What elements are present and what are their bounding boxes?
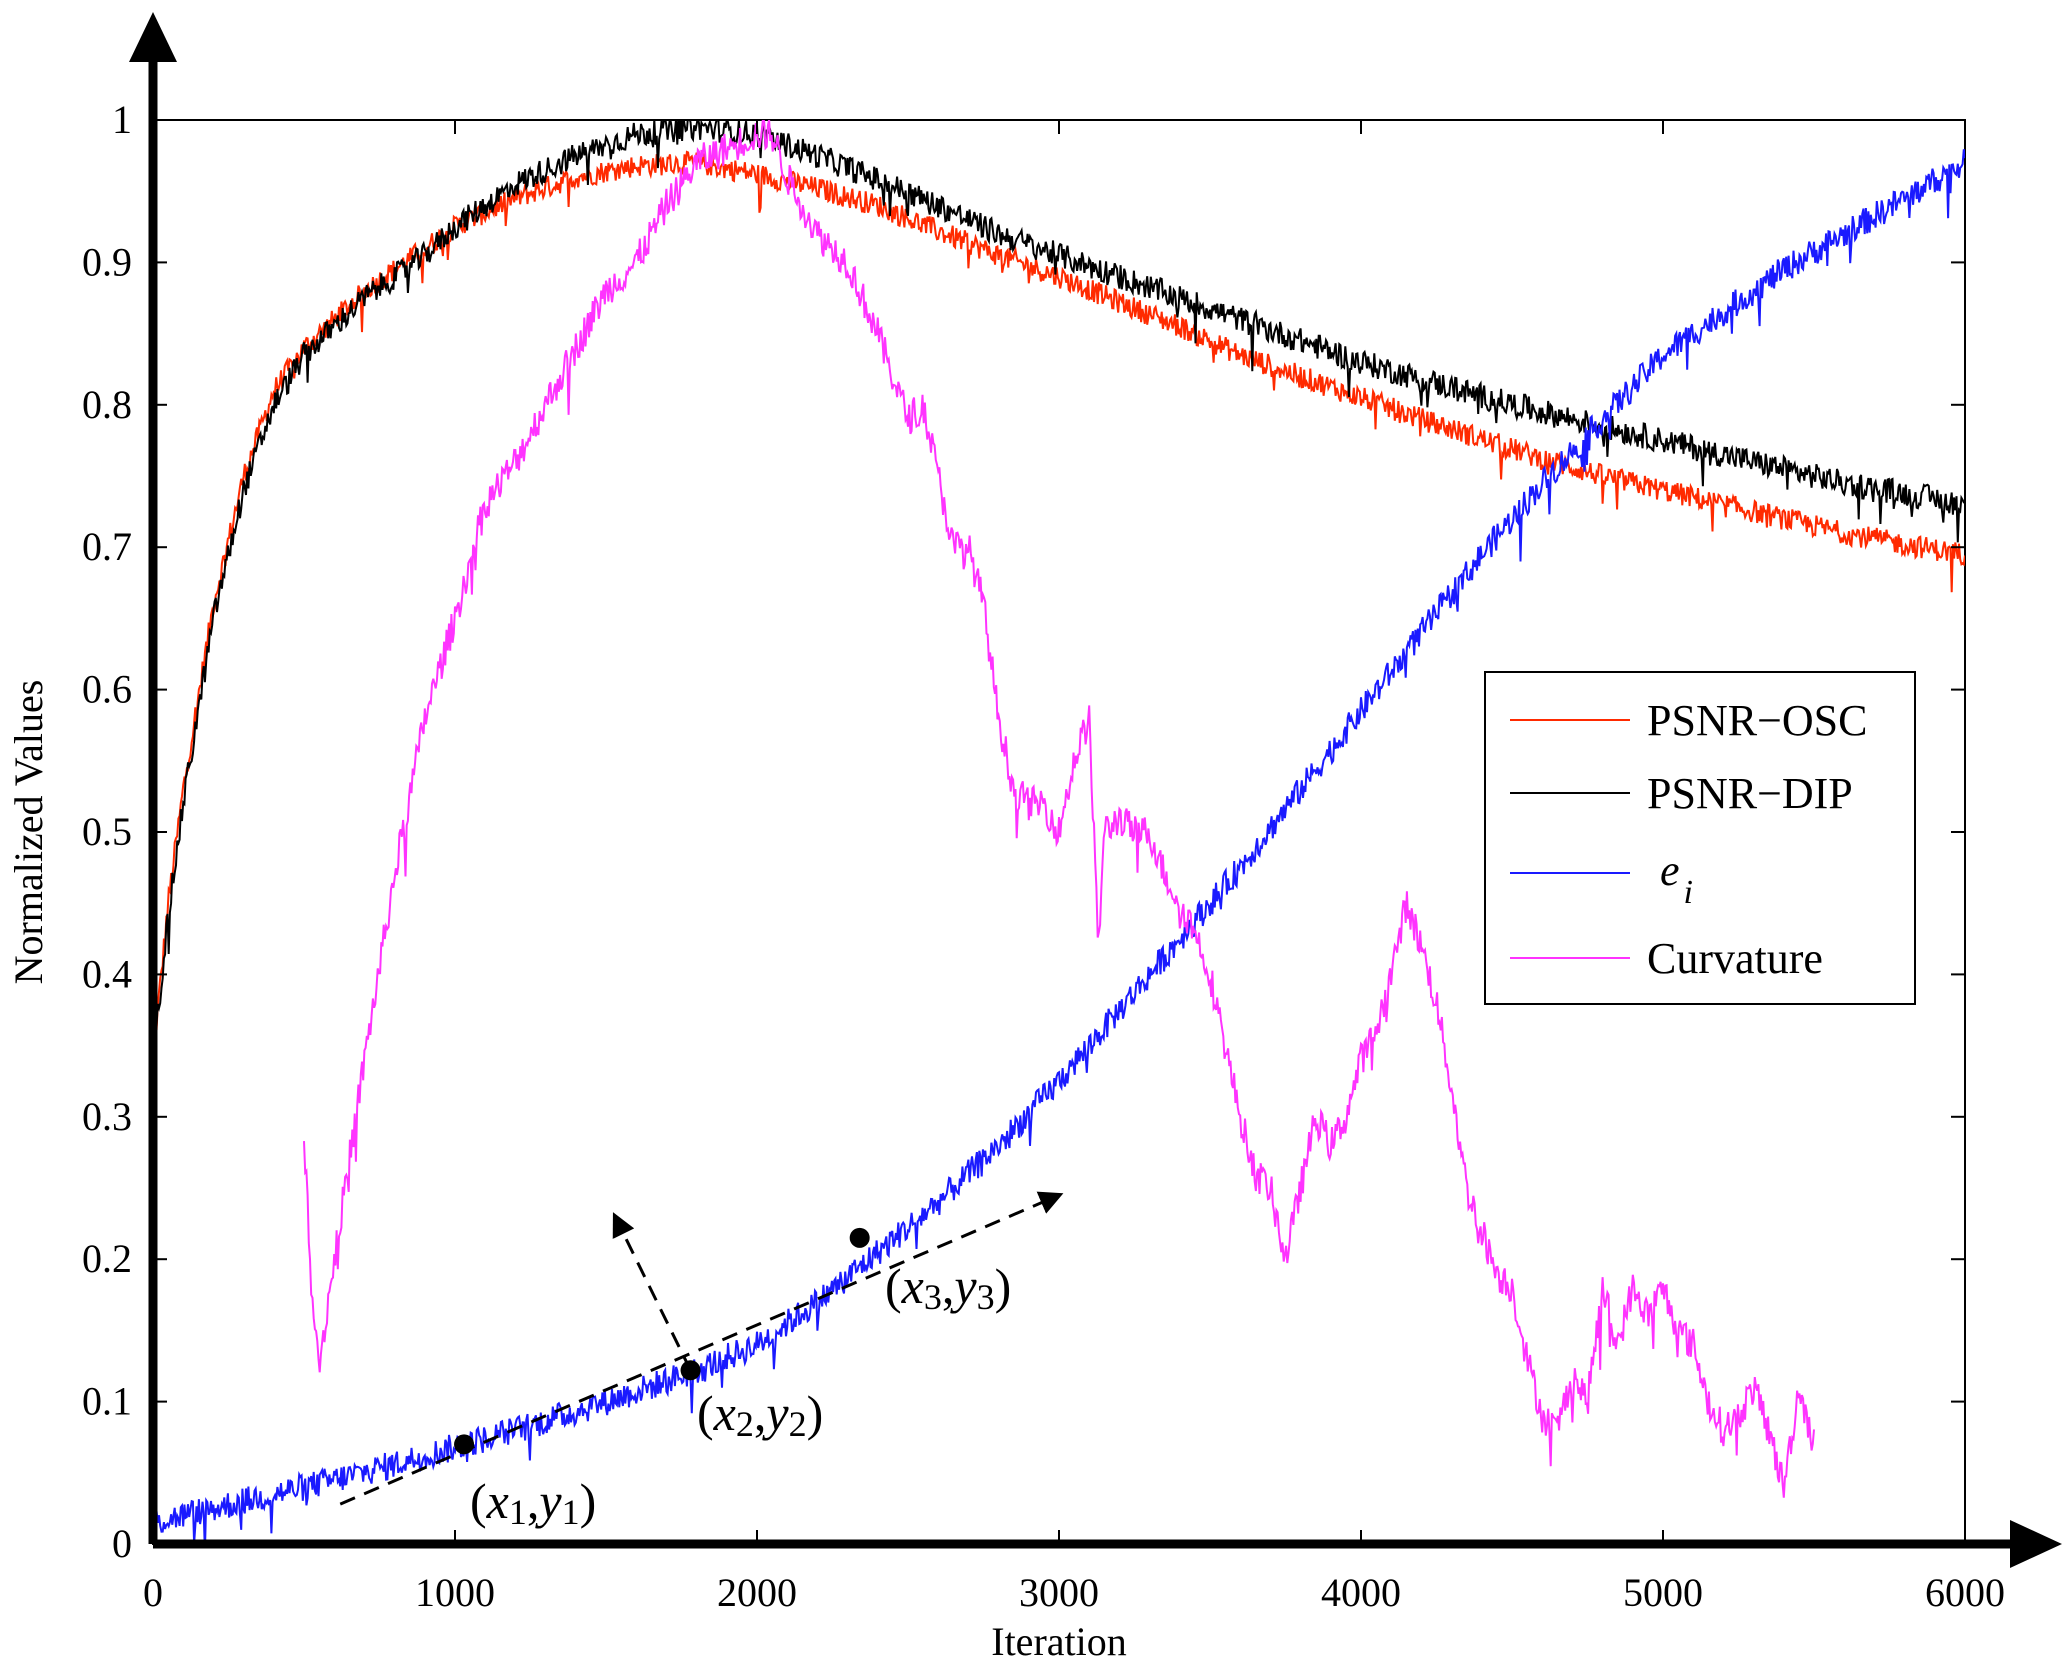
tangent-arrow [339,1191,1064,1506]
series-0 [153,150,1965,1057]
x-tick-label: 3000 [1019,1570,1099,1615]
x-tick-label: 2000 [717,1570,797,1615]
legend-label-psnr-dip: PSNR−DIP [1647,769,1853,818]
annotation-dot-1 [454,1434,475,1455]
annotation-3-xsub: 3 [924,1277,942,1317]
series-1 [153,120,1965,1073]
x-tick-label: 1000 [415,1570,495,1615]
y-tick-label: 0.1 [82,1379,132,1424]
y-tick-label: 0.3 [82,1094,132,1139]
legend-box [1484,671,1916,1005]
x-tick-label: 6000 [1925,1570,2005,1615]
y-axis-arrowhead [129,12,177,62]
annotation-3-y: y [949,1258,977,1314]
y-tick-label: 1 [112,97,132,142]
annotation-dot-2 [680,1360,701,1381]
annotation-2-xsub: 2 [736,1404,754,1444]
y-tick-label: 0 [112,1521,132,1566]
series-2 [153,149,1965,1544]
legend-label-ei-sub: i [1684,874,1693,911]
x-tick-label: 4000 [1321,1570,1401,1615]
annotation-2-x: x [713,1385,736,1441]
y-tick-label: 0.4 [82,951,132,996]
annotation-2-ysub: 2 [789,1404,807,1444]
annotation-1-xsub: 1 [509,1492,527,1532]
y-tick-label: 0.7 [82,524,132,569]
legend-label-curvature: Curvature [1647,934,1823,983]
y-tick-label: 0.6 [82,667,132,712]
annotation-point-3-label: (x3,y3) [885,1258,1011,1317]
annotation-dot-3 [849,1227,870,1248]
x-tick-label: 0 [143,1570,163,1615]
series-line-0 [153,150,1965,1057]
y-tick-label: 0.9 [82,239,132,284]
y-tick-label: 0.8 [82,382,132,427]
series-line-3 [303,120,1815,1498]
annotation-point-2-label: (x2,y2) [697,1385,823,1444]
annotation-2-y: y [761,1385,789,1441]
annotation-1-ysub: 1 [562,1492,580,1532]
x-axis-title: Iteration [991,1619,1127,1664]
normal-arrow [612,1212,692,1371]
y-tick-label: 0.2 [82,1236,132,1281]
annotation-1-x: x [486,1473,509,1529]
annotation-1-y: y [534,1473,562,1529]
legend-label-ei-base: e [1660,846,1680,895]
x-axis-arrowhead [2010,1520,2062,1568]
y-axis-title: Normalized Values [6,680,51,985]
legend-label-psnr-osc: PSNR−OSC [1647,696,1867,745]
annotations: (x1,y1) (x2,y2) (x3,y3) [470,1258,1011,1532]
annotation-3-x: x [901,1258,924,1314]
series-3 [303,120,1815,1498]
series-line-1 [153,120,1965,1073]
y-tick-label: 0.5 [82,809,132,854]
annotation-point-1-label: (x1,y1) [470,1473,596,1532]
annotation-3-ysub: 3 [977,1277,995,1317]
series-line-2 [153,149,1965,1544]
x-tick-label: 5000 [1623,1570,1703,1615]
